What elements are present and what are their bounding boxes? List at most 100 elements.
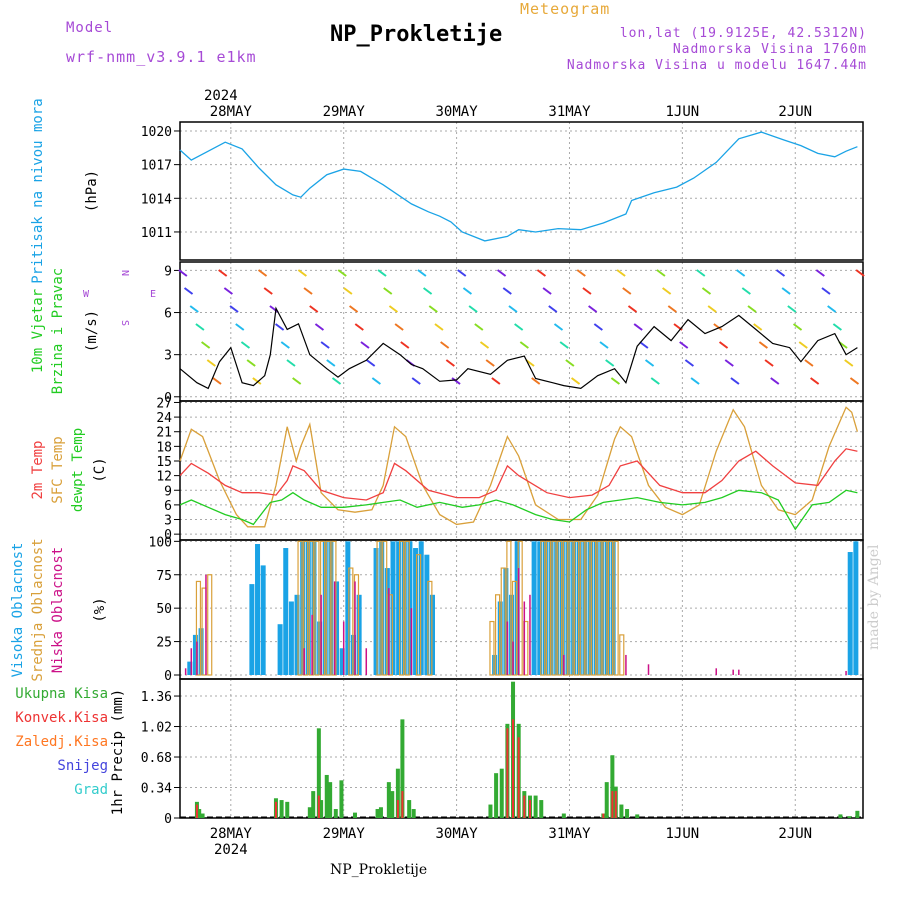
conv-precip-bar bbox=[317, 795, 320, 818]
wind-arrow bbox=[696, 269, 706, 277]
wind-arrow bbox=[764, 359, 774, 367]
y-tick-label: 0.34 bbox=[141, 782, 172, 797]
chart-title: NP_Prokletije bbox=[330, 22, 503, 47]
pressure-line bbox=[179, 131, 858, 242]
high-cloud-bar bbox=[283, 548, 289, 675]
wind-arrow bbox=[855, 269, 865, 277]
top-date-label: 30MAY bbox=[436, 104, 479, 120]
wind-arrow bbox=[252, 377, 262, 385]
high-cloud-bar bbox=[277, 624, 283, 675]
total-precip-bar bbox=[279, 800, 284, 818]
mid-cloud-bar bbox=[494, 594, 501, 676]
wind-speed-line bbox=[179, 306, 858, 390]
wind-arrow bbox=[701, 287, 712, 295]
bottom-date-label: 2JUN bbox=[778, 826, 812, 842]
high-cloud-ylabel: Visoka Oblacnost bbox=[10, 543, 26, 678]
wind-arrow bbox=[576, 269, 586, 277]
y-tick-label: 21 bbox=[156, 426, 172, 441]
total-precip-bar bbox=[285, 801, 290, 818]
wind-arrow bbox=[656, 269, 666, 277]
sfc-temp-line bbox=[179, 406, 859, 528]
wind-arrow bbox=[286, 359, 296, 367]
wind-arrow bbox=[371, 377, 381, 385]
high-cloud-bar bbox=[198, 628, 204, 675]
y-tick-label: 75 bbox=[156, 569, 172, 584]
total-precip-bar bbox=[307, 807, 312, 818]
conv-precip-bar bbox=[614, 791, 617, 818]
wind-arrow bbox=[616, 269, 626, 277]
low-cloud-bar bbox=[512, 641, 514, 675]
mid-cloud-ylabel: Srednja Oblacnost bbox=[30, 538, 46, 681]
wind-arrow bbox=[821, 287, 831, 295]
total-precip-bar bbox=[324, 774, 329, 818]
wind-arrow bbox=[479, 341, 490, 349]
low-cloud-bar bbox=[529, 594, 531, 675]
wind-arrow bbox=[770, 377, 780, 385]
high-cloud-bar bbox=[379, 541, 385, 675]
wind-arrow bbox=[662, 287, 672, 295]
wind-arrow bbox=[781, 287, 791, 295]
wind-unit: (m/s) bbox=[84, 310, 100, 352]
temp-unit: (C) bbox=[92, 457, 108, 482]
high-cloud-bar bbox=[334, 581, 340, 675]
wind-arrow bbox=[445, 359, 455, 367]
high-cloud-bar bbox=[187, 661, 193, 675]
y-tick-label: 6 bbox=[164, 307, 172, 322]
mid-cloud-bar bbox=[551, 540, 557, 676]
wind-arrow bbox=[462, 287, 473, 295]
high-cloud-bar bbox=[509, 594, 515, 675]
wind-arrow bbox=[730, 377, 740, 385]
low-cloud-bar bbox=[303, 648, 305, 675]
mid-cloud-bar bbox=[613, 540, 619, 676]
mid-cloud-bar bbox=[557, 540, 563, 676]
model-name: wrf-nmm_v3.9.1 e1km bbox=[66, 48, 257, 66]
low-cloud-bar bbox=[365, 648, 368, 675]
y-tick-label: 25 bbox=[156, 636, 172, 651]
wind-arrow bbox=[753, 323, 763, 331]
high-cloud-bar bbox=[356, 594, 362, 675]
total-precip-bar bbox=[395, 768, 400, 818]
wind-arrow bbox=[531, 377, 541, 385]
total-precip-bar bbox=[411, 809, 416, 818]
low-cloud-bar bbox=[715, 668, 717, 675]
high-cloud-bar bbox=[554, 541, 560, 675]
high-cloud-bar bbox=[548, 541, 554, 675]
wind-arrow bbox=[394, 323, 404, 331]
wind-arrow bbox=[718, 341, 729, 349]
wind-arrow bbox=[246, 359, 256, 367]
total-precip-bar bbox=[378, 807, 383, 818]
top-date-label: 31MAY bbox=[548, 104, 591, 120]
low-cloud-bar bbox=[506, 621, 509, 675]
low-cloud-bar bbox=[205, 574, 207, 675]
total-precip-bar bbox=[488, 804, 493, 818]
low-cloud-bar bbox=[196, 641, 198, 675]
wind-arrow bbox=[189, 305, 199, 313]
low-cloud-bar bbox=[388, 588, 390, 675]
mid-cloud-bar bbox=[308, 540, 314, 676]
precip-legend-item: Snijeg bbox=[57, 758, 108, 774]
conv-precip-bar bbox=[512, 719, 515, 818]
high-cloud-bar bbox=[339, 648, 345, 675]
low-cloud-bar bbox=[517, 568, 520, 675]
high-cloud-bar bbox=[288, 601, 294, 675]
top-date-label: 1JUN bbox=[666, 104, 700, 120]
high-cloud-bar bbox=[588, 541, 594, 675]
high-cloud-bar bbox=[559, 541, 565, 675]
mid-cloud-bar bbox=[568, 540, 574, 676]
y-tick-label: 27 bbox=[156, 396, 172, 411]
low-cloud-bar bbox=[523, 601, 526, 675]
wind-arrow bbox=[827, 305, 837, 313]
wind-arrow bbox=[201, 341, 211, 349]
wind-arrow bbox=[269, 305, 279, 313]
wind-arrow bbox=[548, 305, 558, 313]
wind-arrow bbox=[223, 287, 233, 295]
compass-n: N bbox=[119, 270, 130, 276]
wind-arrow bbox=[565, 359, 575, 367]
conv-precip-bar bbox=[517, 737, 520, 818]
wind-arrow bbox=[736, 269, 746, 277]
total-precip-bar bbox=[604, 782, 609, 818]
y-tick-label: 0 bbox=[164, 391, 172, 406]
high-cloud-bar bbox=[853, 541, 859, 675]
wind-arrow bbox=[810, 377, 820, 385]
high-cloud-bar bbox=[492, 654, 498, 675]
